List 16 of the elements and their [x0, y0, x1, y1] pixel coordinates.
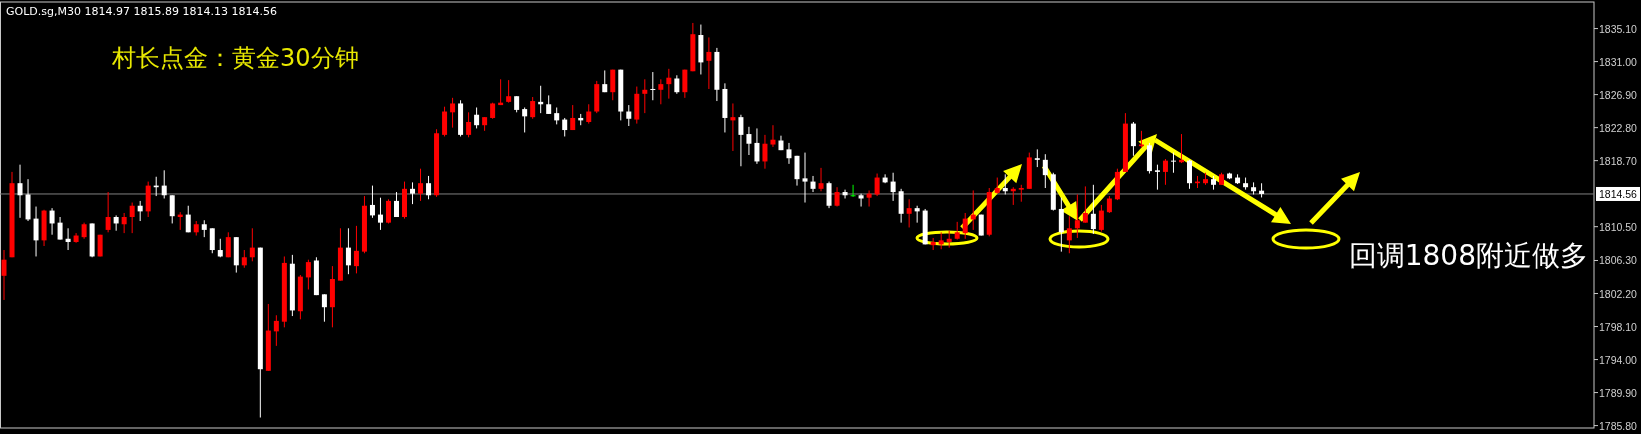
- y-tick-label: 1831.00: [1599, 55, 1638, 68]
- y-tick-label: 1826.90: [1599, 88, 1638, 101]
- annotation: 回调1808附近做多: [1348, 239, 1588, 272]
- y-tick-label: 1806.30: [1599, 254, 1638, 267]
- y-tick-label: 1789.90: [1599, 386, 1638, 399]
- y-tick-label: 1794.00: [1599, 353, 1638, 366]
- y-tick-label: 1822.80: [1599, 121, 1638, 134]
- y-tick-label: 1798.10: [1599, 320, 1638, 333]
- y-tick-label: 1818.70: [1599, 154, 1638, 167]
- ref-line-label: 1814.56: [1599, 187, 1638, 200]
- y-tick-label: 1785.80: [1599, 419, 1638, 432]
- text: 村长点金：黄金30分钟: [111, 44, 359, 72]
- y-tick-label: 1802.20: [1599, 287, 1638, 300]
- y-tick-label: 1835.10: [1599, 22, 1638, 35]
- chart-subtitle: GOLD.sg,M30 1814.97 1815.89 1814.13 1814.56: [6, 5, 277, 18]
- y-tick-label: 1810.50: [1599, 220, 1638, 233]
